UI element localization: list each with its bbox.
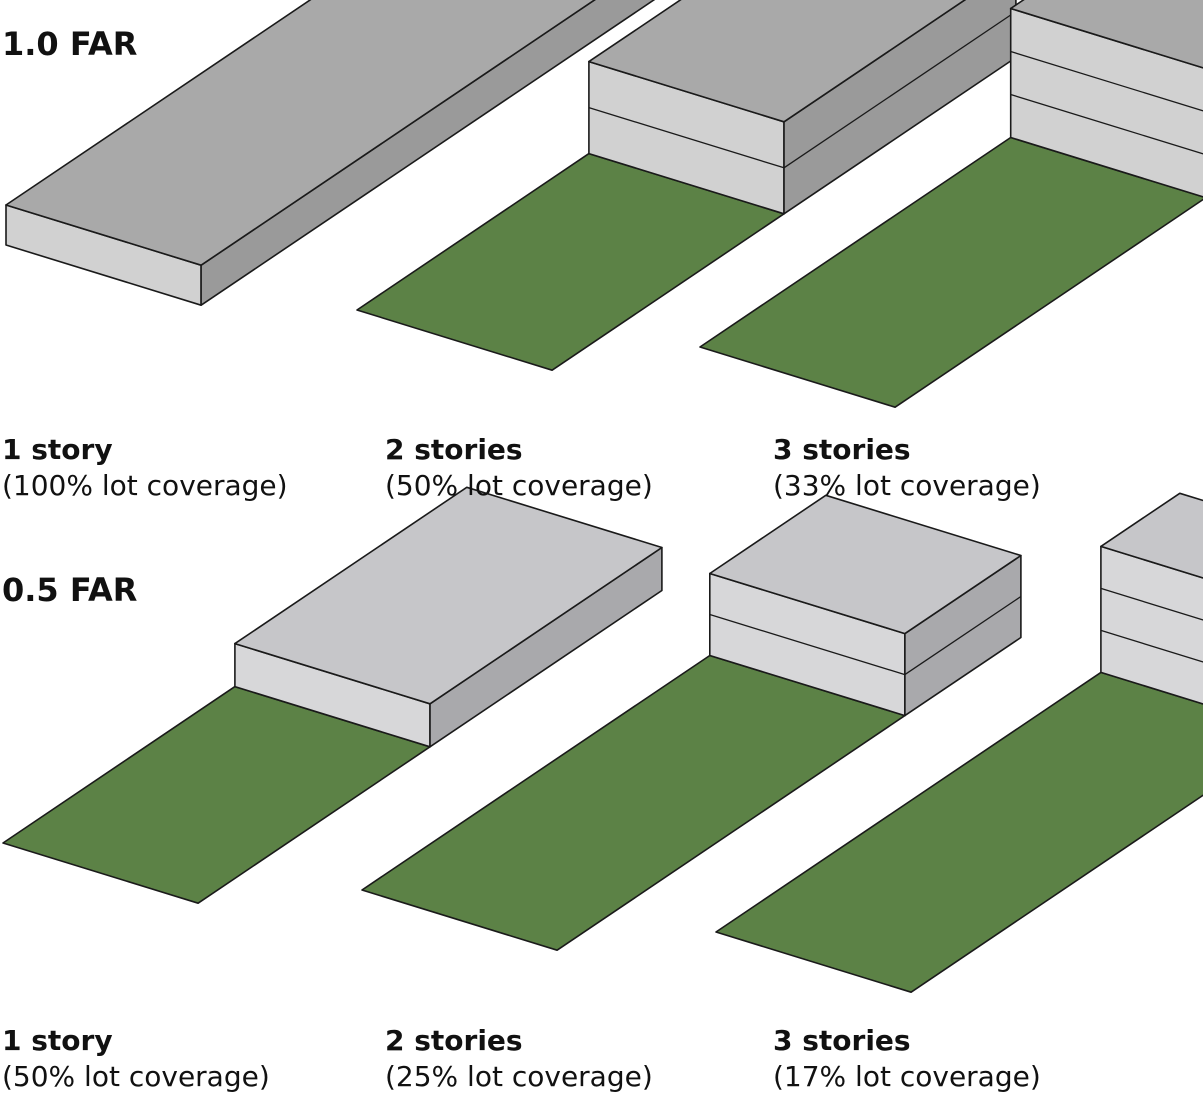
caption-far05-1-story: 1 story (50% lot coverage) (2, 1023, 270, 1095)
stories-label: 1 story (2, 1024, 113, 1057)
lot-far1-2-story (356, 0, 1017, 372)
caption-far1-2-stories: 2 stories (50% lot coverage) (385, 432, 653, 504)
coverage-label: (33% lot coverage) (773, 468, 1041, 502)
floor-line (588, 106, 785, 169)
coverage-label: (100% lot coverage) (2, 468, 288, 502)
stories-label: 3 stories (773, 1024, 911, 1057)
stories-label: 1 story (2, 433, 113, 466)
building-side-face (783, 0, 1017, 215)
lot-far1-1-story (5, 0, 656, 307)
coverage-label: (25% lot coverage) (385, 1059, 653, 1093)
lawn-area (715, 671, 1203, 994)
floor-line (1100, 587, 1203, 621)
lot-far05-2-story (361, 494, 1022, 952)
building-roof (1100, 492, 1203, 579)
building-roof (708, 494, 1022, 635)
stories-label: 2 stories (385, 1024, 523, 1057)
lawn-area (699, 136, 1203, 409)
floor-line (1010, 50, 1203, 112)
lot-far1-3-story (699, 0, 1203, 409)
building-roof (588, 0, 967, 123)
row-heading-far-1: 1.0 FAR (2, 25, 138, 63)
floor-line (1100, 629, 1203, 663)
caption-far1-1-story: 1 story (100% lot coverage) (2, 432, 288, 504)
stories-label: 3 stories (773, 433, 911, 466)
floor-line (709, 613, 906, 676)
coverage-label: (50% lot coverage) (385, 468, 653, 502)
floor-line (1010, 93, 1203, 155)
caption-far05-2-stories: 2 stories (25% lot coverage) (385, 1023, 653, 1095)
building-roof (5, 0, 596, 267)
floor-line (904, 595, 1022, 676)
caption-far1-3-stories: 3 stories (33% lot coverage) (773, 432, 1041, 504)
coverage-label: (50% lot coverage) (2, 1059, 270, 1093)
building-roof (234, 486, 663, 705)
caption-far05-3-stories: 3 stories (17% lot coverage) (773, 1023, 1041, 1095)
coverage-label: (17% lot coverage) (773, 1059, 1041, 1093)
building-roof (1009, 0, 1203, 69)
lot-far05-3-story (715, 492, 1203, 994)
lot-far05-1-story (2, 486, 663, 905)
row-heading-far-0-5: 0.5 FAR (2, 571, 138, 609)
building-side-face (200, 0, 656, 307)
stories-label: 2 stories (385, 433, 523, 466)
floor-line (783, 10, 1017, 169)
